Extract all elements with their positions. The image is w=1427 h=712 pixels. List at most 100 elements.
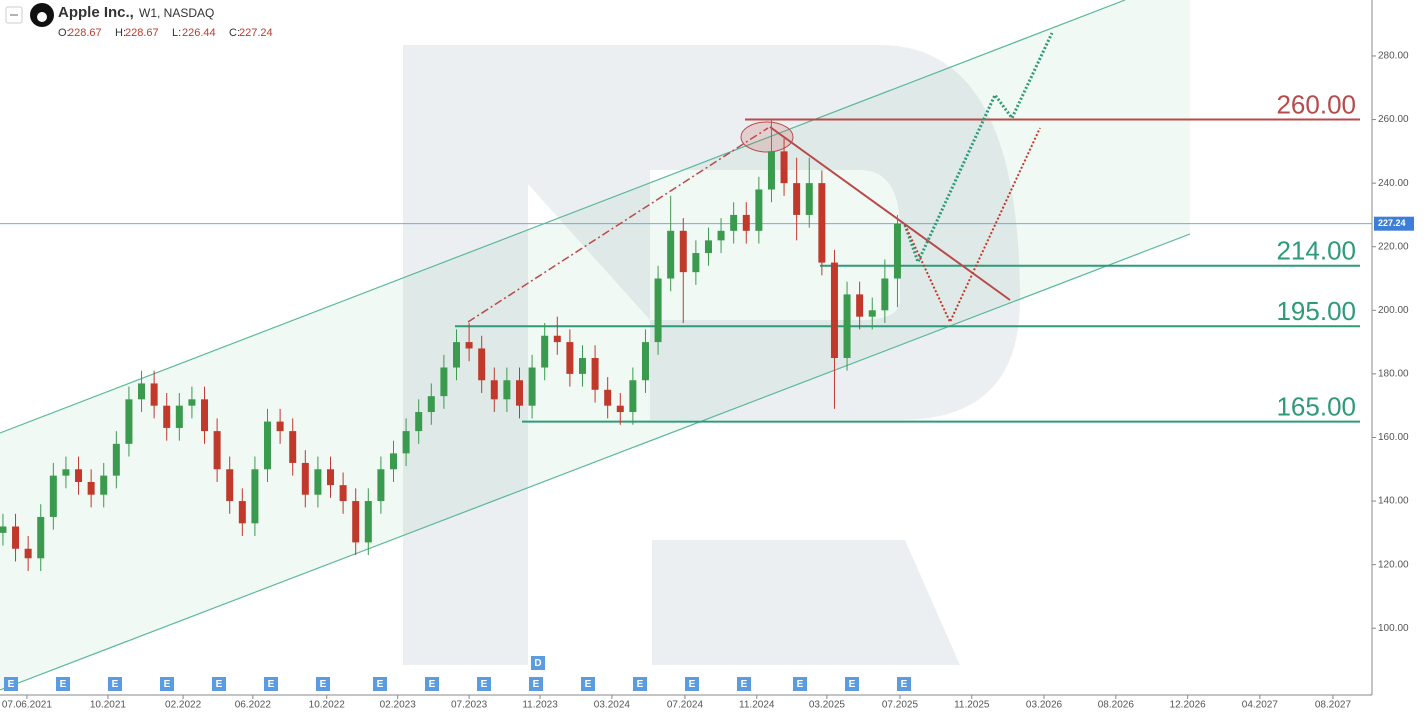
candle-body [389,453,397,470]
candle-body [364,501,372,543]
candle-body [226,469,234,502]
candle-body [830,262,838,358]
candle-body [150,383,158,406]
candle-body [327,469,335,486]
event-label: E [741,679,748,690]
event-marker [529,677,543,691]
candle-body [490,380,498,400]
event-marker [845,677,859,691]
x-tick-label: 12.2026 [1170,700,1207,711]
candle-body [49,475,57,517]
x-tick-label: 07.2024 [667,700,704,711]
y-tick-label: 240.00 [1378,178,1409,189]
event-marker [264,677,278,691]
y-tick-label: 180.00 [1378,369,1409,380]
y-tick-label: 140.00 [1378,496,1409,507]
candle-body [578,357,586,374]
ohlc-value: 228.67 [68,27,102,39]
y-tick-label: 120.00 [1378,559,1409,570]
level-label: 214.00 [1276,236,1356,266]
candle-body [427,396,435,413]
level-label: 165.00 [1276,391,1356,421]
candle-body [780,151,788,184]
logo-apple [37,12,47,22]
candle-body [692,253,700,273]
level-label: 260.00 [1276,89,1356,119]
candle-body [37,516,45,559]
x-tick-label: 08.2027 [1315,700,1352,711]
event-marker [633,677,647,691]
candle-body [805,183,813,215]
event-label: E [481,679,488,690]
y-tick-label: 260.00 [1378,114,1409,125]
x-tick-label: 03.2026 [1026,700,1063,711]
x-tick-label: 07.2023 [451,700,488,711]
event-marker [685,677,699,691]
candle-body [402,431,410,454]
event-label: E [60,679,67,690]
header: Apple Inc., W1, NASDAQ [5,3,214,27]
candle-body [704,240,712,254]
subtitle: W1, NASDAQ [139,6,214,20]
event-label: E [216,679,223,690]
candle-body [730,214,738,231]
candle-body [553,335,561,343]
candle-body [276,421,284,432]
event-marker [425,677,439,691]
dividend-marker [531,656,545,670]
event-label: E [585,679,592,690]
candle-body [755,189,763,231]
candle-body [843,294,851,358]
ohlc-value: 226.44 [182,27,216,39]
down-trend [769,126,1011,301]
candle-body [868,310,876,317]
candle-body [452,342,460,368]
x-tick-label: 03.2025 [809,700,846,711]
level-label: 195.00 [1276,296,1356,326]
channel-upper [0,0,1126,434]
candle-body [75,469,83,482]
event-marker [212,677,226,691]
candle-body [541,335,549,368]
forecast-red [904,127,1041,325]
candle-body [251,469,259,524]
candle-body [314,469,322,495]
candle-body [339,485,347,502]
x-tick-label: 11.2023 [522,700,558,711]
candle-body [515,380,523,406]
candle-body [175,405,183,428]
event-label: E [797,679,804,690]
event-marker [56,677,70,691]
event-marker [737,677,751,691]
event-label: E [268,679,275,690]
candle-body [440,367,448,397]
x-tick-label: 08.2026 [1098,700,1135,711]
event-marker [316,677,330,691]
candle-body [503,380,511,400]
ohlc-value: 228.67 [125,27,159,39]
ohlc-label: L: [172,27,181,39]
candle-body [667,230,675,279]
x-tick-label: 11.2025 [954,700,990,711]
y-tick-label: 200.00 [1378,305,1409,316]
candle-body [856,294,864,317]
candle-body [717,230,725,241]
candle-body [465,342,473,349]
event-label: E [849,679,856,690]
event-marker [793,677,807,691]
x-tick-label: 07.2025 [882,700,919,711]
candle-body [12,526,20,549]
dividend-label: D [534,658,541,669]
candle-body [767,151,775,190]
candle-body [478,348,486,381]
event-marker [108,677,122,691]
event-marker [160,677,174,691]
x-tick-label: 07.06.2021 [2,700,52,711]
candle-body [377,469,385,502]
y-tick-label: 280.00 [1378,51,1409,62]
x-tick-label: 06.2022 [235,700,272,711]
candle-body [616,405,624,413]
candle-body [0,526,7,533]
y-tick-label: 220.00 [1378,241,1409,252]
